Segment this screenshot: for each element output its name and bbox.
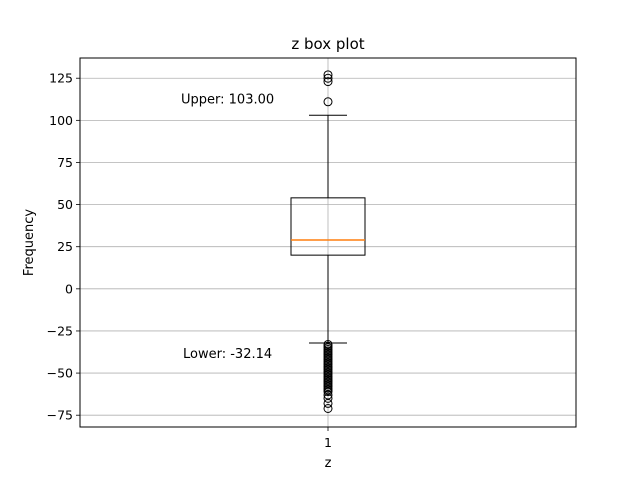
lower-annotation: Lower: -32.14 bbox=[183, 347, 272, 362]
y-axis-label: Frequency bbox=[22, 209, 37, 276]
outlier-point bbox=[323, 403, 333, 413]
upper-annotation: Upper: 103.00 bbox=[181, 92, 274, 107]
outlier-point bbox=[323, 77, 333, 87]
outlier-point bbox=[323, 70, 333, 80]
y-tick-label: 50 bbox=[57, 197, 73, 212]
iqr-box bbox=[290, 197, 366, 256]
x-axis-label: z bbox=[325, 456, 332, 471]
outlier-points bbox=[323, 70, 333, 413]
outlier-point bbox=[323, 393, 333, 403]
outlier-point bbox=[323, 73, 333, 83]
y-tick-label: 25 bbox=[57, 239, 73, 254]
x-tick-label: 1 bbox=[324, 435, 332, 450]
y-tick-label: −75 bbox=[47, 408, 73, 423]
y-axis-ticks: −75 −50 −25 0 25 50 75 100 125 bbox=[47, 71, 80, 423]
x-axis-ticks: 1 bbox=[324, 427, 332, 450]
box-layer bbox=[290, 114, 366, 344]
y-tick-label: 0 bbox=[65, 281, 73, 296]
chart-title: z box plot bbox=[291, 35, 364, 53]
y-tick-label: 100 bbox=[49, 113, 73, 128]
y-tick-label: −50 bbox=[47, 366, 73, 381]
outlier-point bbox=[323, 398, 333, 408]
outlier-point bbox=[323, 97, 333, 107]
y-tick-label: −25 bbox=[47, 323, 73, 338]
y-tick-label: 75 bbox=[57, 155, 73, 170]
y-tick-label: 125 bbox=[49, 71, 73, 86]
outlier-point bbox=[323, 387, 333, 397]
